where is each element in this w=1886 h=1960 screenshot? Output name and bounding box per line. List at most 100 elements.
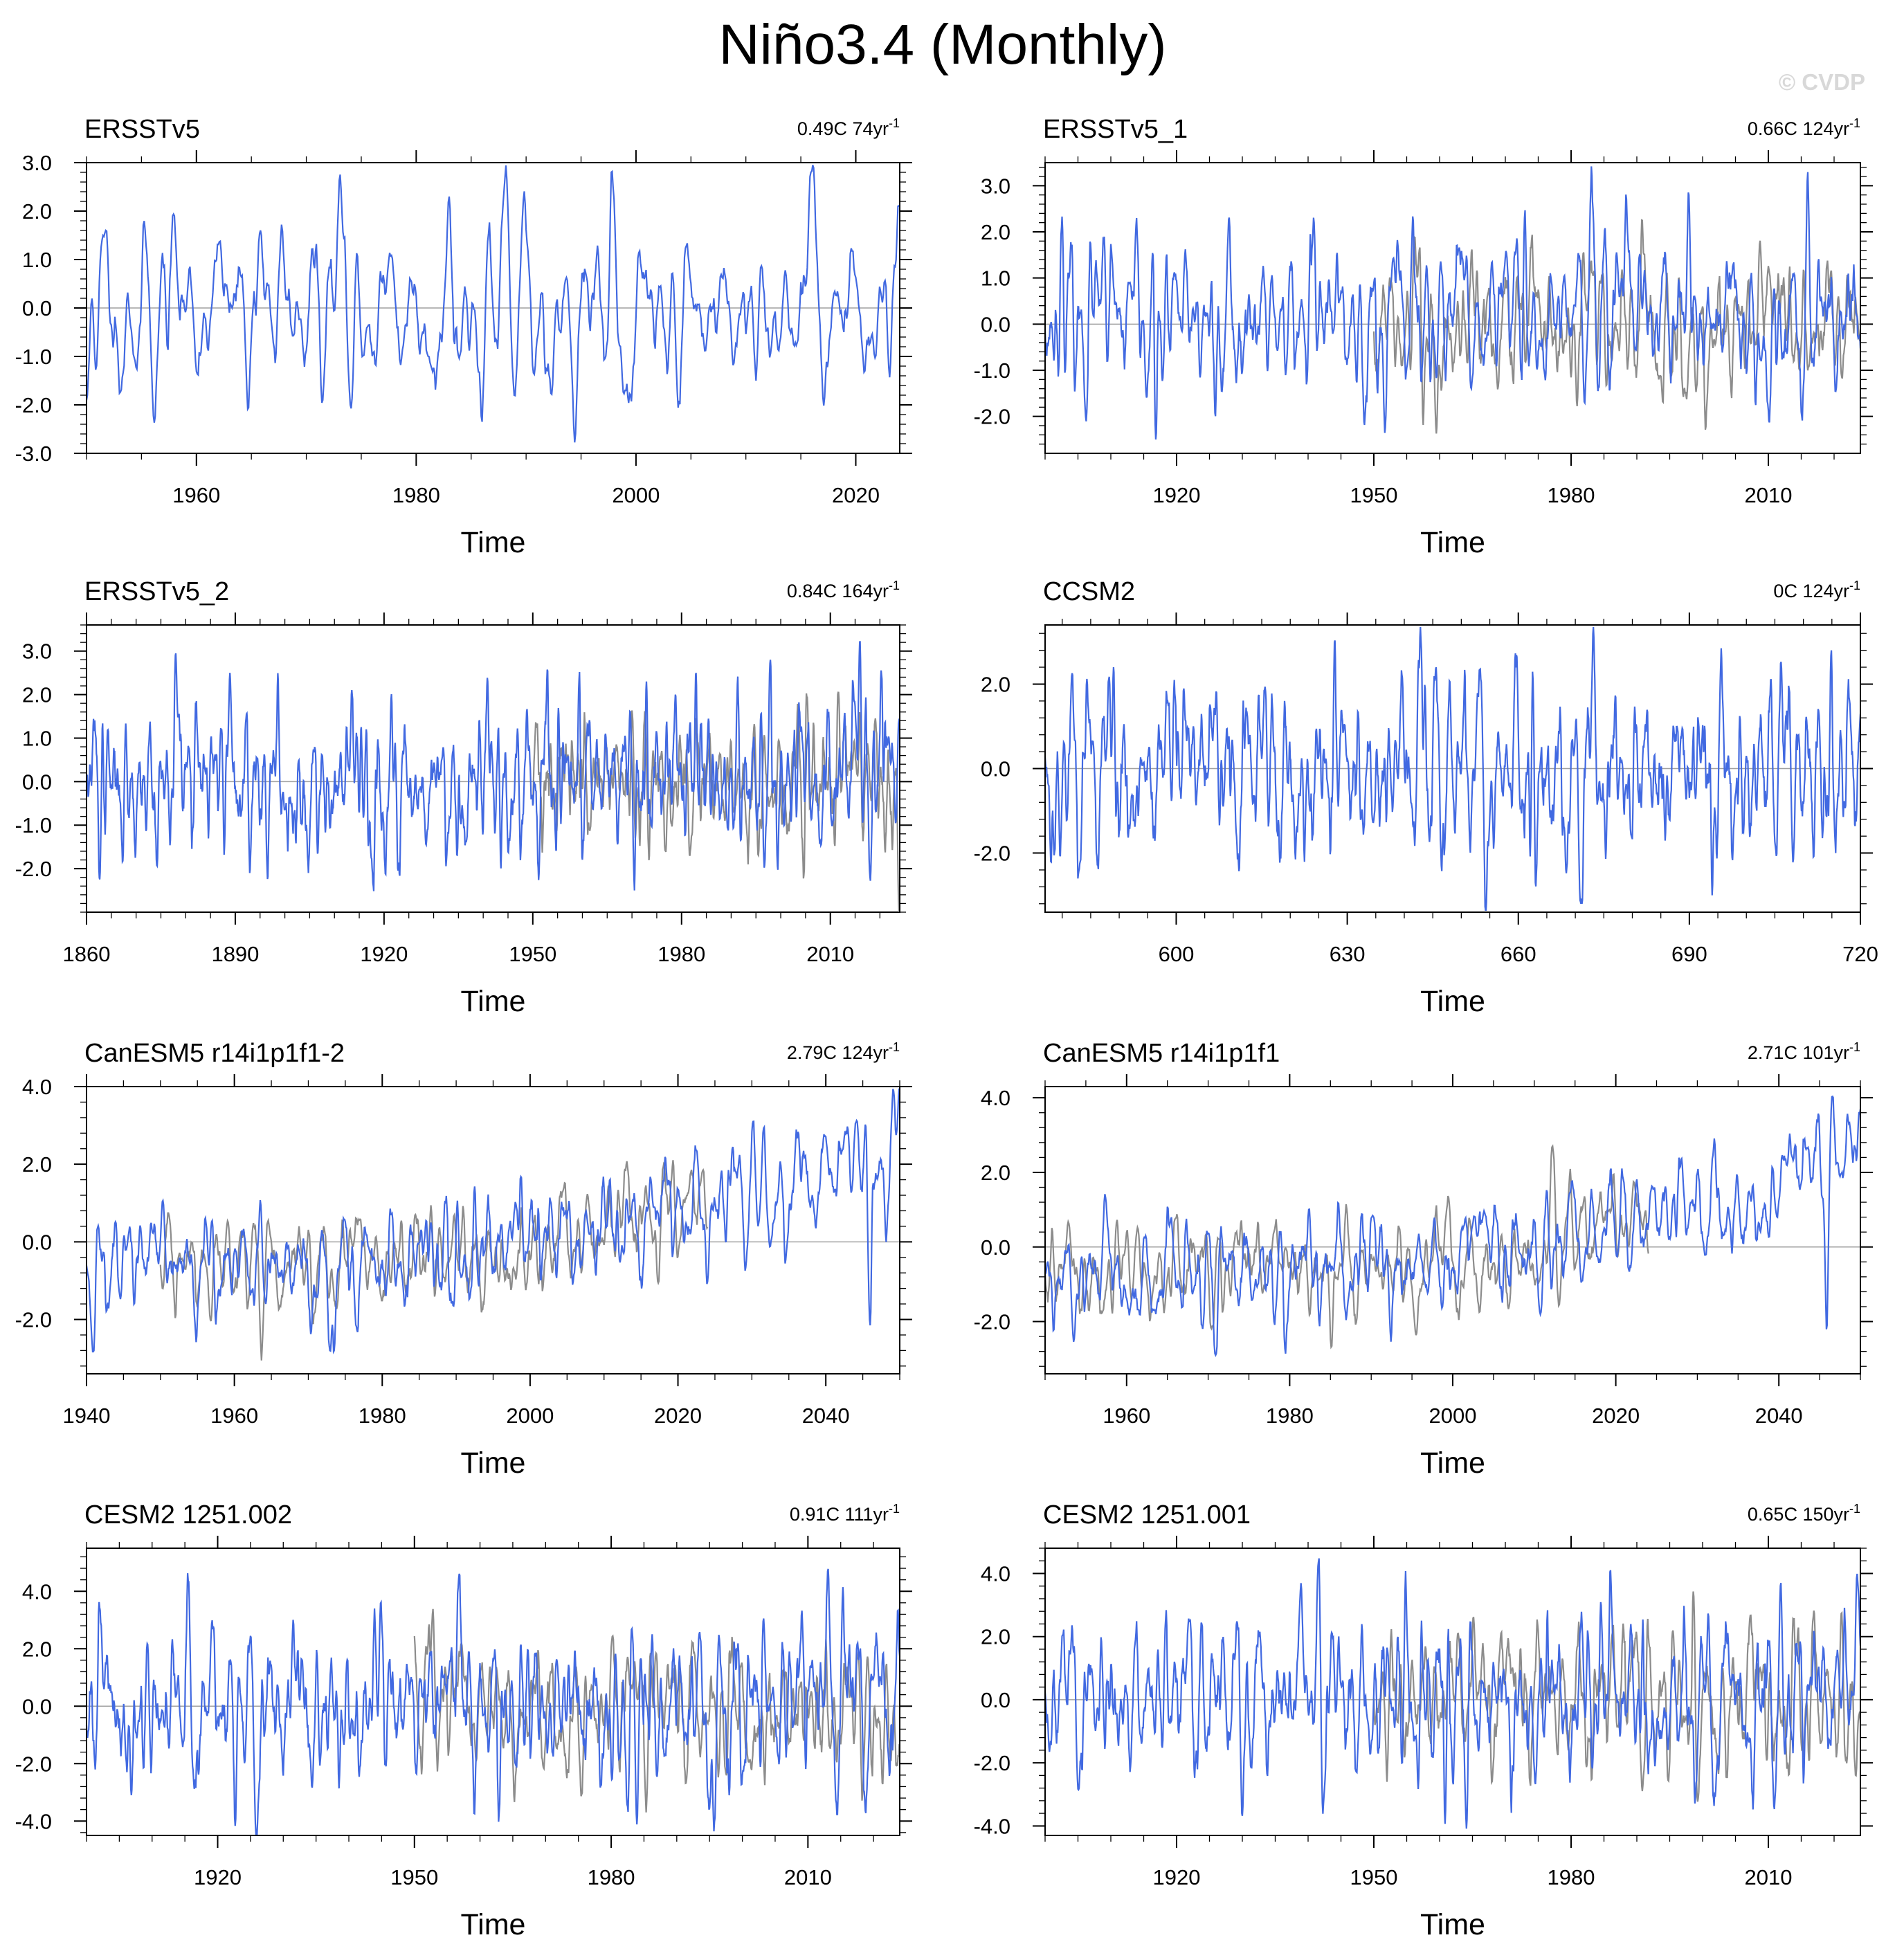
- x-tick-label: 1890: [211, 942, 259, 966]
- x-tick-label: 1980: [359, 1404, 406, 1428]
- x-tick-label: 2010: [806, 942, 854, 966]
- x-axis-title: Time: [461, 526, 526, 559]
- x-axis-title: Time: [1420, 1908, 1485, 1941]
- chart-panel-7: 4.0 2.0 0.0 -2.0 -4.0 1920 1950 1980 2010 Time CES…: [15, 1500, 912, 1941]
- x-tick-label: 1980: [658, 942, 705, 966]
- y-tick-label: 0.0: [981, 312, 1010, 336]
- observed-series-line: [159, 1160, 709, 1361]
- y-tick-label: -2.0: [974, 1751, 1010, 1775]
- observed-series-line: [413, 1608, 900, 1813]
- x-tick-label: 1960: [210, 1404, 258, 1428]
- y-tick-label: 0.0: [22, 770, 52, 794]
- x-tick-label: 2000: [506, 1404, 554, 1428]
- y-tick-label: -2.0: [15, 857, 52, 881]
- panel-title: ERSSTv5_2: [84, 577, 229, 606]
- model-series-line: [85, 641, 901, 891]
- panel-stat: 2.79C 124yr-1: [787, 1040, 900, 1063]
- panel-stat: 2.71C 101yr-1: [1748, 1040, 1860, 1063]
- panels-container: 3.0 2.0 1.0 0.0 -1.0 -2.0 -3.0 1960 1980 2000 2020…: [15, 115, 1878, 1941]
- x-tick-label: 1950: [509, 942, 556, 966]
- x-tick-label: 1920: [194, 1865, 242, 1889]
- y-tick-label: 2.0: [22, 1152, 52, 1177]
- y-tick-label: 4.0: [981, 1561, 1010, 1586]
- y-tick-label: 2.0: [981, 1161, 1010, 1185]
- y-tick-label: -1.0: [974, 359, 1010, 383]
- model-series-line: [1044, 1095, 1862, 1357]
- model-series-line: [1044, 1558, 1862, 1829]
- y-tick-label: -2.0: [15, 393, 52, 417]
- panel-title: CESM2 1251.001: [1043, 1500, 1251, 1530]
- chart-panel-1: 3.0 2.0 1.0 0.0 -1.0 -2.0 -3.0 1960 1980 2000 2020…: [15, 115, 912, 559]
- panel-title: ERSSTv5: [84, 115, 200, 144]
- plot-frame: [1044, 1548, 1861, 1836]
- y-tick-label: 0.0: [981, 757, 1010, 781]
- panel-title: ERSSTv5_1: [1043, 115, 1188, 144]
- y-tick-label: 1.0: [22, 726, 52, 750]
- x-axis-title: Time: [1420, 985, 1485, 1018]
- plot-frame: [86, 1548, 900, 1836]
- y-tick-label: -2.0: [15, 1752, 52, 1776]
- y-tick-label: -2.0: [15, 1307, 52, 1332]
- x-tick-label: 2000: [1429, 1404, 1477, 1428]
- x-tick-label: 720: [1842, 942, 1878, 966]
- x-tick-label: 1960: [1103, 1404, 1150, 1428]
- x-tick-label: 600: [1159, 942, 1195, 966]
- chart-panel-5: 4.0 2.0 0.0 -2.0 1940 1960 1980 2000 2020 2040 Tim…: [15, 1039, 912, 1480]
- model-series-line: [85, 165, 900, 443]
- model-series-line: [1044, 166, 1862, 440]
- plot-frame: [1044, 162, 1861, 454]
- x-tick-label: 1960: [172, 483, 220, 507]
- plot-frame: [86, 624, 900, 913]
- chart-panel-3: 3.0 2.0 1.0 0.0 -1.0 -2.0 1860 1890 1920 1950 1980…: [15, 577, 912, 1018]
- y-tick-label: 4.0: [22, 1579, 52, 1604]
- x-tick-label: 1950: [1350, 483, 1398, 507]
- y-tick-label: -3.0: [15, 442, 52, 466]
- panel-title: CCSM2: [1043, 577, 1135, 606]
- x-tick-label: 2020: [1592, 1404, 1640, 1428]
- chart-panel-6: 4.0 2.0 0.0 -2.0 1960 1980 2000 2020 2040 Time Can…: [974, 1039, 1873, 1480]
- y-tick-label: 2.0: [22, 1637, 52, 1661]
- x-tick-label: 1950: [1350, 1865, 1398, 1889]
- panel-title: CanESM5 r14i1p1f1: [1043, 1039, 1280, 1068]
- y-tick-label: 4.0: [22, 1075, 52, 1099]
- x-tick-label: 1860: [63, 942, 111, 966]
- y-tick-label: -4.0: [974, 1814, 1010, 1838]
- y-tick-label: 3.0: [981, 174, 1010, 198]
- panel-stat: 0.91C 111yr-1: [790, 1502, 900, 1525]
- panel-stat: 0.66C 124yr-1: [1748, 116, 1860, 139]
- x-tick-label: 2040: [1755, 1404, 1803, 1428]
- x-tick-label: 1920: [1153, 483, 1201, 507]
- panel-stat: 0.49C 74yr-1: [797, 116, 900, 139]
- plot-frame: [86, 1086, 900, 1374]
- y-tick-label: 0.0: [981, 1235, 1010, 1260]
- x-tick-label: 1920: [1153, 1865, 1201, 1889]
- x-tick-label: 630: [1330, 942, 1366, 966]
- observed-series-line: [532, 691, 901, 911]
- y-tick-label: -2.0: [974, 405, 1010, 429]
- model-series-line: [1044, 627, 1862, 911]
- x-tick-label: 1920: [360, 942, 408, 966]
- y-tick-label: 2.0: [981, 672, 1010, 696]
- panel-stat: 0.84C 164yr-1: [787, 579, 900, 601]
- x-tick-label: 2040: [802, 1404, 850, 1428]
- x-tick-label: 2020: [832, 483, 880, 507]
- model-series-line: [85, 1088, 901, 1354]
- y-tick-label: -2.0: [974, 1310, 1010, 1334]
- x-tick-label: 2010: [784, 1865, 832, 1889]
- x-tick-label: 2010: [1745, 483, 1793, 507]
- x-axis-title: Time: [1420, 526, 1485, 559]
- y-tick-label: 0.0: [22, 1230, 52, 1254]
- plot-frame: [1044, 1086, 1861, 1374]
- x-tick-label: 1980: [588, 1865, 635, 1889]
- x-tick-label: 660: [1500, 942, 1536, 966]
- y-tick-label: 0.0: [22, 1694, 52, 1718]
- x-tick-label: 2000: [612, 483, 660, 507]
- panel-title: CanESM5 r14i1p1f1-2: [84, 1039, 345, 1068]
- y-tick-label: 2.0: [22, 683, 52, 707]
- y-tick-label: 4.0: [981, 1086, 1010, 1110]
- y-tick-label: 2.0: [981, 220, 1010, 244]
- figure-title: Niño3.4 (Monthly): [718, 13, 1166, 76]
- x-tick-label: 1980: [1266, 1404, 1314, 1428]
- y-tick-label: 1.0: [981, 266, 1010, 291]
- x-tick-label: 1980: [392, 483, 440, 507]
